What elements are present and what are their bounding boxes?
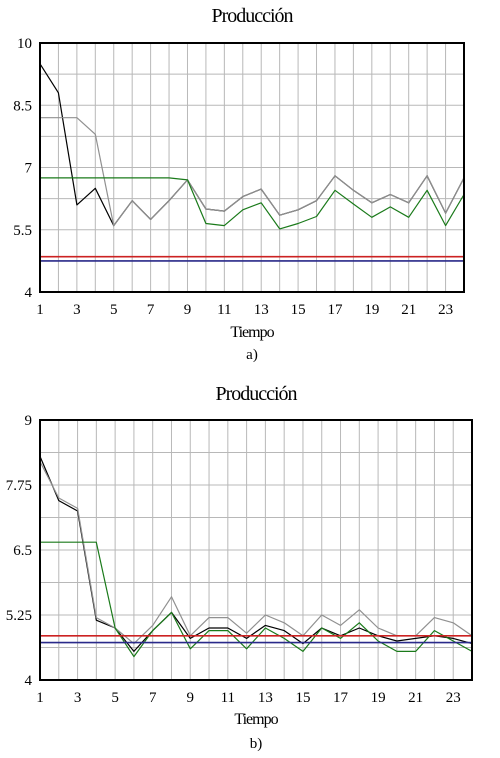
y-tick-label: 4 [25, 285, 33, 301]
y-tick-label: 8.5 [13, 98, 32, 114]
x-tick-label: 3 [73, 302, 81, 318]
x-tick-label: 7 [147, 302, 155, 318]
y-tick-label: 6.5 [13, 543, 32, 559]
x-tick-label: 9 [184, 302, 192, 318]
y-tick-label: 7 [25, 161, 33, 177]
y-tick-label: 7.75 [6, 478, 32, 494]
series-line-2 [40, 117, 465, 227]
series-line-3 [40, 177, 465, 230]
y-tick-label: 9 [25, 413, 33, 429]
x-tick-label: 13 [258, 690, 273, 706]
y-tick-label: 4 [25, 673, 33, 689]
panel-caption: a) [246, 347, 258, 363]
x-tick-label: 23 [446, 690, 461, 706]
y-tick-label: 10 [17, 36, 32, 52]
x-tick-label: 1 [36, 690, 44, 706]
x-tick-label: 9 [187, 690, 195, 706]
x-tick-label: 1 [36, 302, 44, 318]
x-tick-label: 3 [74, 690, 82, 706]
x-tick-label: 11 [217, 302, 231, 318]
panel-caption: b) [250, 736, 263, 752]
x-axis-label: Tiempo [230, 324, 274, 341]
x-tick-label: 5 [111, 690, 119, 706]
x-tick-label: 7 [149, 690, 157, 706]
x-tick-label: 15 [291, 302, 306, 318]
x-tick-label: 13 [254, 302, 269, 318]
x-tick-label: 21 [401, 302, 416, 318]
y-tick-label: 5.25 [6, 608, 32, 624]
x-tick-label: 19 [371, 690, 386, 706]
x-tick-label: 17 [327, 302, 343, 318]
x-tick-label: 11 [221, 690, 235, 706]
x-tick-label: 15 [295, 690, 310, 706]
chart-title: Producción [215, 383, 297, 405]
x-axis-label: Tiempo [234, 711, 278, 728]
x-tick-label: 19 [364, 302, 379, 318]
x-tick-label: 17 [333, 690, 349, 706]
x-tick-label: 21 [408, 690, 423, 706]
x-tick-label: 23 [438, 302, 453, 318]
series-line-3 [40, 541, 473, 658]
y-tick-label: 5.5 [13, 223, 32, 239]
chart-title: Producción [211, 5, 293, 27]
x-tick-label: 5 [110, 302, 118, 318]
plot-frame [39, 42, 465, 293]
plot-frame [39, 419, 473, 681]
